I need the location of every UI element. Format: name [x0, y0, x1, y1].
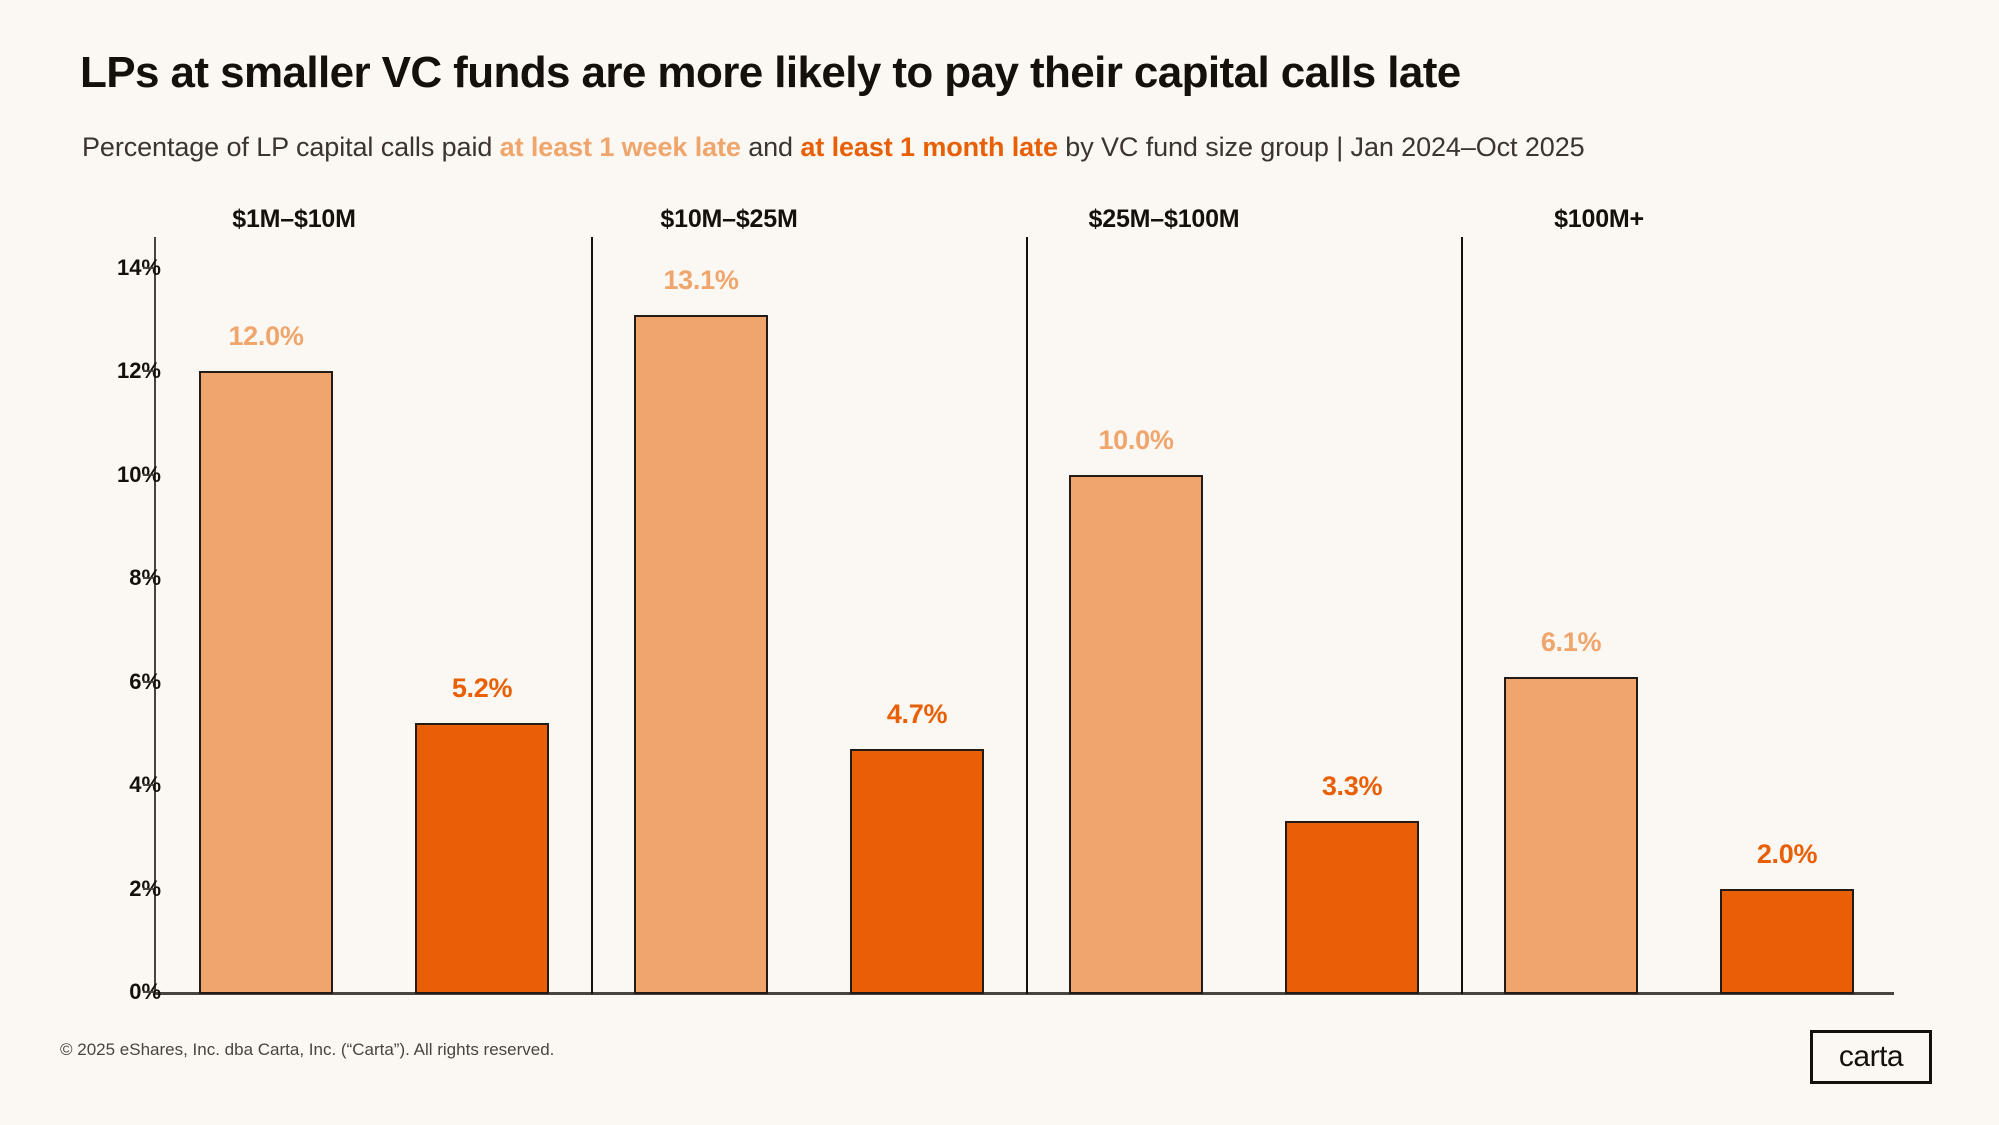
y-axis-tick-mark	[143, 887, 154, 890]
y-axis-tick-mark	[143, 991, 154, 993]
y-axis-tick-mark	[143, 784, 154, 787]
y-axis-tick-label: 12%	[116, 358, 161, 384]
group-separator-line	[591, 237, 593, 994]
bar[interactable]	[199, 371, 333, 994]
bar-value-label: 4.7%	[886, 698, 948, 729]
group-header-2: $10M–$25M	[660, 205, 798, 233]
legend-label-month-late: at least 1 month late	[800, 132, 1058, 162]
y-axis-line	[154, 237, 156, 994]
y-axis-tick-mark	[143, 577, 154, 580]
bar-value-label: 12.0%	[228, 321, 304, 352]
group-header-1: $1M–$10M	[232, 205, 356, 233]
chart-subtitle: Percentage of LP capital calls paid at l…	[82, 132, 1585, 163]
bar[interactable]	[415, 723, 549, 994]
y-axis-tick-mark	[143, 680, 154, 683]
x-axis-line	[154, 992, 1894, 995]
bar[interactable]	[634, 314, 768, 994]
group-separator-line	[1461, 237, 1463, 994]
group-header-4: $100M+	[1554, 205, 1644, 233]
bar[interactable]	[1069, 474, 1203, 994]
bar[interactable]	[1504, 676, 1638, 994]
page-title: LPs at smaller VC funds are more likely …	[80, 48, 1461, 97]
bar-value-label: 10.0%	[1098, 424, 1174, 455]
subtitle-text-1: Percentage of LP capital calls paid	[82, 132, 500, 162]
bar-value-label: 13.1%	[663, 264, 739, 295]
y-axis-tick-mark	[143, 267, 154, 270]
carta-logo-text: carta	[1838, 1040, 1904, 1073]
bar-value-label: 2.0%	[1756, 838, 1818, 869]
bar[interactable]	[1720, 888, 1854, 994]
y-axis-tick-label: 10%	[116, 461, 161, 487]
legend-label-week-late: at least 1 week late	[499, 132, 741, 162]
y-axis-tick-mark	[143, 370, 154, 373]
group-header-3: $25M–$100M	[1088, 205, 1240, 233]
y-axis-tick-label: 14%	[116, 255, 161, 281]
bar-value-label: 6.1%	[1540, 626, 1602, 657]
carta-logo: carta	[1810, 1030, 1932, 1084]
bar-value-label: 3.3%	[1321, 771, 1383, 802]
bar[interactable]	[850, 748, 984, 994]
bar-value-label: 5.2%	[451, 673, 513, 704]
copyright-note: © 2025 eShares, Inc. dba Carta, Inc. (“C…	[60, 1040, 555, 1059]
group-separator-line	[1026, 237, 1028, 994]
bar[interactable]	[1285, 821, 1419, 994]
subtitle-text-2: and	[740, 132, 801, 162]
subtitle-text-3: by VC fund size group | Jan 2024–Oct 202…	[1057, 132, 1585, 162]
y-axis-tick-mark	[143, 473, 154, 476]
